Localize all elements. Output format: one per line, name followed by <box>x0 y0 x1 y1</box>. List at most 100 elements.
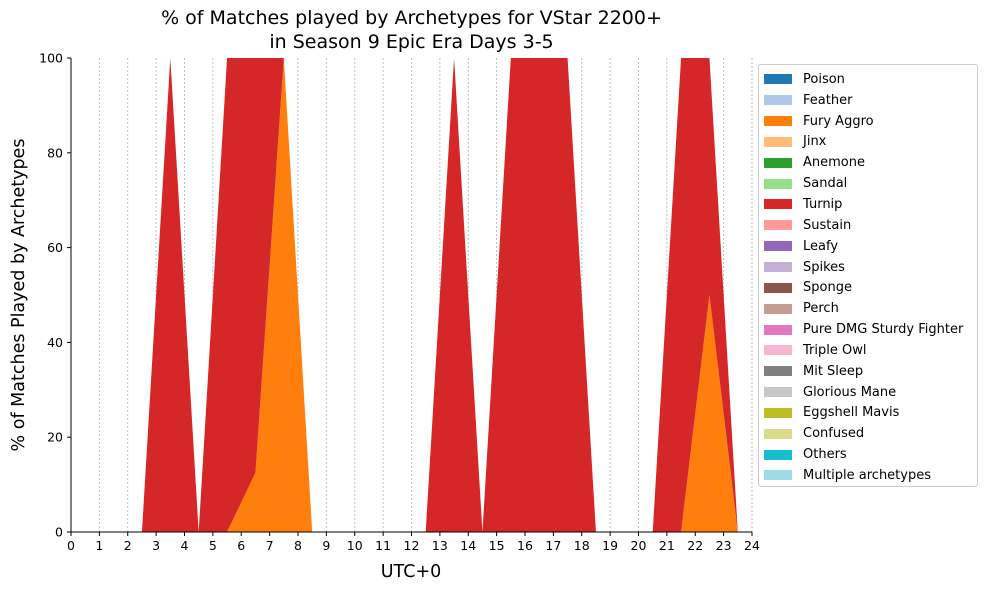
x-tick-label: 4 <box>181 538 189 553</box>
x-tick-label: 9 <box>322 538 330 553</box>
y-tick-label: 60 <box>47 240 63 255</box>
legend-label: Leafy <box>803 238 839 254</box>
chart-title-line-1: % of Matches played by Archetypes for VS… <box>161 7 662 29</box>
legend-item: Others <box>759 444 977 465</box>
legend-item: Confused <box>759 423 977 444</box>
x-tick-label: 1 <box>95 538 103 553</box>
area-series <box>85 58 738 532</box>
y-tick-label: 100 <box>39 51 63 66</box>
legend-swatch <box>764 241 792 252</box>
legend-item: Eggshell Mavis <box>759 403 977 424</box>
legend-item: Jinx <box>759 132 977 153</box>
legend-item: Glorious Mane <box>759 382 977 403</box>
legend-item: Leafy <box>759 236 977 257</box>
x-tick-label: 22 <box>687 538 703 553</box>
y-tick-label: 20 <box>47 430 63 445</box>
legend-label: Others <box>803 447 847 463</box>
x-tick-label: 6 <box>237 538 245 553</box>
legend-label: Jinx <box>803 134 827 150</box>
legend-swatch <box>764 303 792 314</box>
y-tick-label: 0 <box>55 525 63 540</box>
x-tick-label: 20 <box>631 538 647 553</box>
x-tick-label: 18 <box>574 538 590 553</box>
x-tick-label: 8 <box>294 538 302 553</box>
legend-label: Pure DMG Sturdy Fighter <box>803 322 964 338</box>
legend-swatch <box>764 262 792 273</box>
legend-swatch <box>764 428 792 439</box>
legend-swatch <box>764 366 792 377</box>
x-tick-label: 19 <box>602 538 618 553</box>
legend-item: Triple Owl <box>759 340 977 361</box>
y-axis-label: % of Matches Played by Archetypes <box>9 139 29 452</box>
legend-swatch <box>764 387 792 398</box>
legend-swatch <box>764 220 792 231</box>
legend-label: Feather <box>803 92 853 108</box>
legend-swatch <box>764 199 792 210</box>
x-tick-label: 0 <box>67 538 75 553</box>
legend-swatch <box>764 345 792 356</box>
x-tick-label: 15 <box>489 538 505 553</box>
legend-swatch <box>764 470 792 481</box>
legend-swatch <box>764 95 792 106</box>
legend-swatch <box>764 178 792 189</box>
legend-label: Fury Aggro <box>803 113 874 129</box>
x-axis-label: UTC+0 <box>381 562 442 582</box>
x-tick-label: 3 <box>152 538 160 553</box>
legend-label: Sandal <box>803 176 848 192</box>
legend-item: Multiple archetypes <box>759 465 977 486</box>
legend-item: Spikes <box>759 257 977 278</box>
legend-item: Sandal <box>759 173 977 194</box>
legend: Poison Feather Fury Aggro Jinx Anemone Sandal… <box>758 64 978 487</box>
legend-label: Sustain <box>803 217 852 233</box>
x-tick-label: 17 <box>545 538 561 553</box>
x-tick-label: 5 <box>209 538 217 553</box>
chart-title-line-2: in Season 9 Epic Era Days 3-5 <box>269 31 554 53</box>
legend-label: Sponge <box>803 280 852 296</box>
legend-item: Perch <box>759 298 977 319</box>
legend-label: Turnip <box>803 196 843 212</box>
x-tick-label: 16 <box>517 538 533 553</box>
legend-label: Eggshell Mavis <box>803 405 900 421</box>
legend-label: Multiple archetypes <box>803 467 931 483</box>
x-tick-label: 7 <box>266 538 274 553</box>
legend-item: Fury Aggro <box>759 111 977 132</box>
legend-item: Mit Sleep <box>759 361 977 382</box>
axes: 0 1 2 3 4 5 6 7 8 9 10 11 12 13 14 15 16 17 18 19 20 21 22 23 24… <box>39 51 760 554</box>
legend-label: Anemone <box>803 155 865 171</box>
legend-item: Turnip <box>759 194 977 215</box>
legend-item: Anemone <box>759 152 977 173</box>
x-tick-label: 23 <box>716 538 732 553</box>
legend-item: Poison <box>759 69 977 90</box>
legend-item: Feather <box>759 90 977 111</box>
area-turnip <box>85 58 738 532</box>
legend-item: Sustain <box>759 215 977 236</box>
legend-label: Glorious Mane <box>803 384 897 400</box>
legend-swatch <box>764 116 792 127</box>
x-tick-label: 11 <box>375 538 391 553</box>
legend-label: Confused <box>803 426 865 442</box>
legend-label: Triple Owl <box>803 342 867 358</box>
y-tick-label: 40 <box>47 335 63 350</box>
legend-label: Mit Sleep <box>803 363 864 379</box>
legend-swatch <box>764 282 792 293</box>
legend-swatch <box>764 449 792 460</box>
x-tick-label: 13 <box>432 538 448 553</box>
legend-swatch <box>764 74 792 85</box>
legend-swatch <box>764 157 792 168</box>
legend-swatch <box>764 407 792 418</box>
legend-label: Perch <box>803 301 839 317</box>
x-tick-label: 10 <box>347 538 363 553</box>
y-tick-label: 80 <box>47 145 63 160</box>
x-tick-label: 12 <box>404 538 420 553</box>
legend-item: Pure DMG Sturdy Fighter <box>759 319 977 340</box>
legend-swatch <box>764 136 792 147</box>
x-tick-label: 24 <box>744 538 760 553</box>
legend-label: Spikes <box>803 259 845 275</box>
x-tick-label: 21 <box>659 538 675 553</box>
legend-item: Sponge <box>759 277 977 298</box>
x-tick-label: 2 <box>124 538 132 553</box>
x-tick-label: 14 <box>460 538 476 553</box>
legend-swatch <box>764 324 792 335</box>
legend-label: Poison <box>803 71 845 87</box>
